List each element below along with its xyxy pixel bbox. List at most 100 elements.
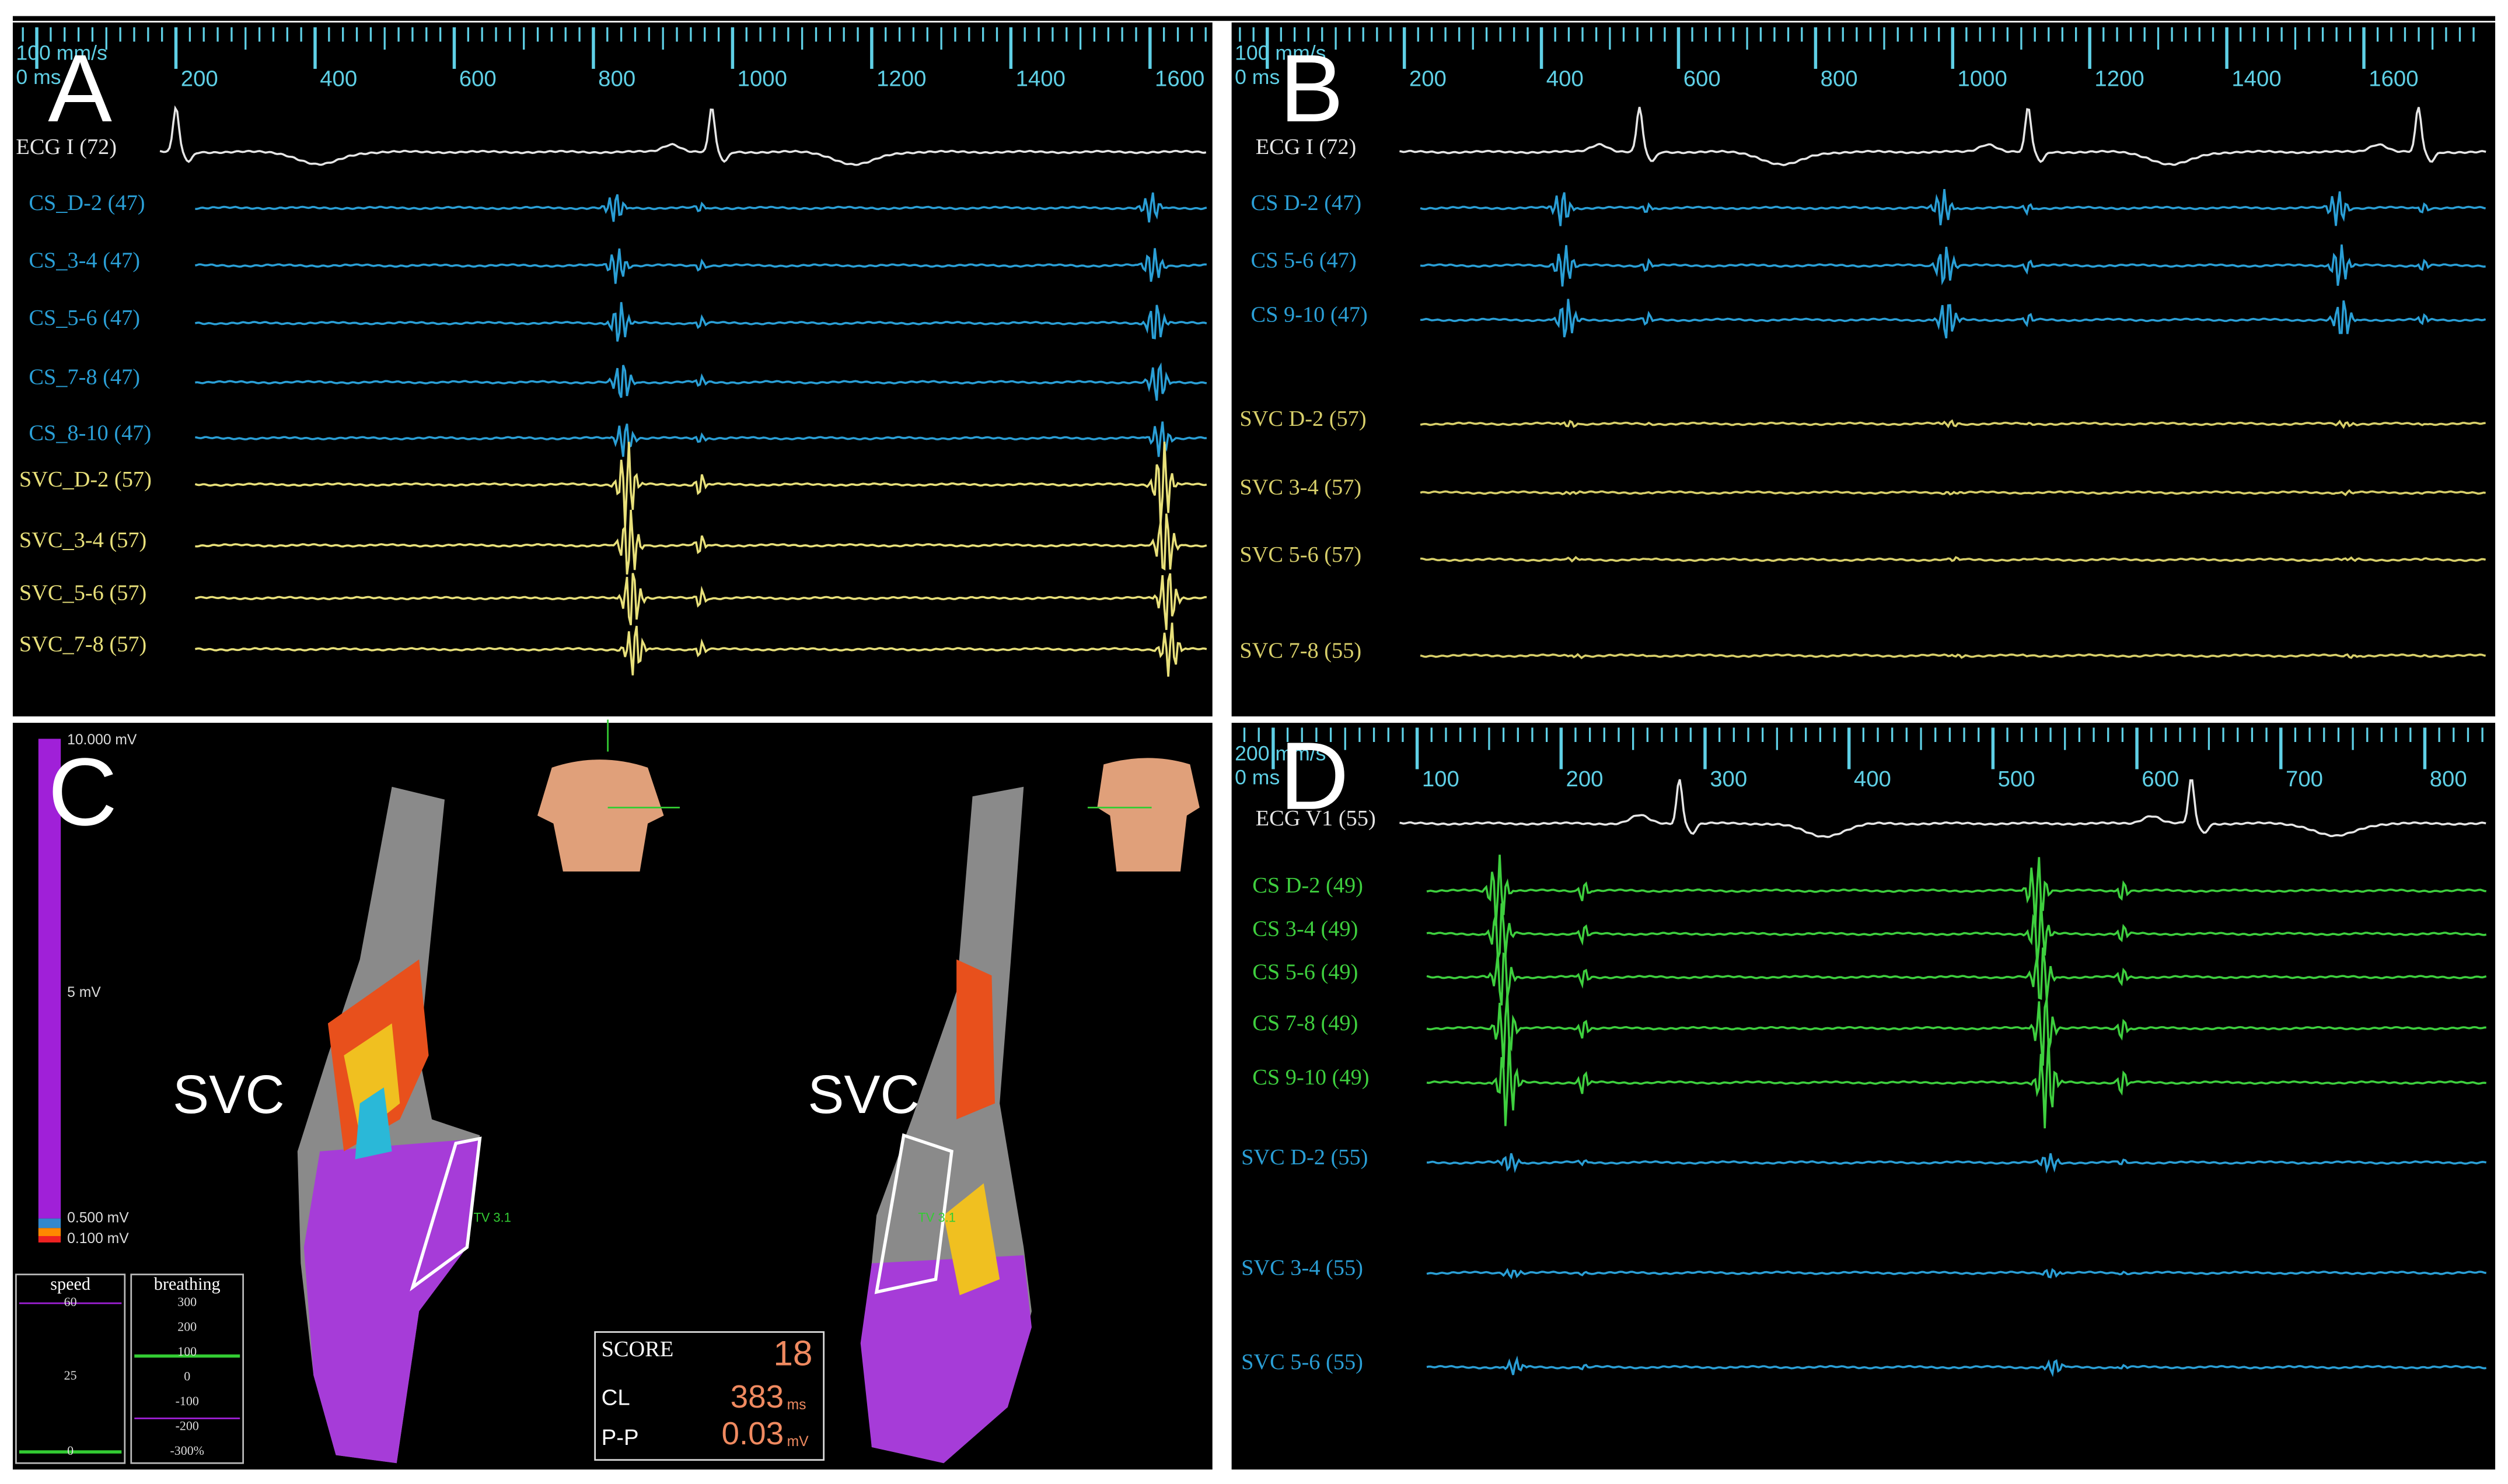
ruler-label: 800 (598, 66, 635, 91)
channel-label: SVC_D-2 (57) (19, 467, 152, 492)
box-tick: -200 (176, 1419, 199, 1433)
channel-label: CS 9-10 (47) (1251, 303, 1368, 327)
channel-label: ECG V1 (55) (1256, 806, 1376, 831)
panel-letter: C (48, 738, 117, 845)
ruler-label: 700 (2286, 766, 2323, 792)
top-bar (12, 16, 2496, 21)
trace (159, 105, 1207, 166)
cl-value: 383 (731, 1378, 784, 1415)
outline (874, 1133, 953, 1294)
cl-unit: ms (787, 1397, 806, 1413)
tv-label: TV 3.1 (473, 1210, 511, 1225)
trace (1420, 653, 2486, 660)
channel-label: CS 7-8 (49) (1252, 1011, 1358, 1035)
colorbar-low (38, 1236, 61, 1242)
region-label: SVC (808, 1064, 920, 1125)
trace (194, 302, 1207, 342)
ruler-label: 400 (320, 66, 357, 91)
speed-box (15, 1273, 126, 1464)
channel-label: SVC D-2 (57) (1239, 407, 1366, 431)
channel-label: CS_5-6 (47) (29, 306, 140, 330)
outline (410, 1136, 482, 1292)
ruler-label: 1600 (2369, 66, 2418, 91)
channel-label: CS 5-6 (49) (1252, 960, 1358, 984)
ruler-label: 500 (1998, 766, 2035, 792)
box-tick: -300% (170, 1443, 204, 1458)
trace (1426, 1037, 2487, 1129)
ruler-label: 200 (1566, 766, 1604, 792)
box-tick: 300 (177, 1294, 197, 1309)
colorbar-label: 0.500 mV (67, 1210, 129, 1226)
trace (1399, 779, 2486, 838)
torso-icon (1097, 758, 1200, 872)
ruler-label: 1400 (1016, 66, 1066, 91)
trace (1426, 993, 2486, 1068)
box-tick: 60 (64, 1294, 77, 1309)
channel-label: CS_D-2 (47) (29, 191, 145, 215)
box-tick: 100 (177, 1344, 197, 1359)
region-label: SVC (173, 1064, 285, 1125)
channel-label: CS_3-4 (47) (29, 248, 140, 272)
trace (194, 248, 1207, 284)
anatomy-patch (944, 1183, 1000, 1296)
torso-icon (537, 760, 664, 872)
ruler-label: 400 (1854, 766, 1891, 792)
trace (1426, 1355, 2487, 1377)
panel-d (1231, 723, 2496, 1470)
ruler-label: 1200 (876, 66, 926, 91)
ruler-label: 800 (1821, 66, 1858, 91)
trace (195, 509, 1207, 575)
trace (1426, 855, 2486, 928)
channel-label: SVC 5-6 (57) (1239, 542, 1361, 567)
breathing-ticks: 300 200 100 0 -100 -200 -300% (170, 1294, 204, 1458)
channel-label: CS D-2 (49) (1252, 873, 1363, 898)
channel-label: SVC_3-4 (57) (19, 528, 146, 552)
trace (1427, 1153, 2487, 1174)
trace (1426, 947, 2487, 1006)
ruler-label: 200 (181, 66, 218, 91)
channel-label: SVC 5-6 (55) (1241, 1350, 1363, 1374)
channel-label: CS 3-4 (49) (1252, 916, 1358, 941)
pp-value: 0.03 (721, 1415, 784, 1451)
channel-label: CS_8-10 (47) (29, 421, 151, 446)
panel-letter: B (1280, 34, 1344, 142)
anatomy-low-voltage (303, 1138, 480, 1464)
origin-label: 0 ms (16, 65, 61, 89)
score-label: SCORE (602, 1337, 674, 1362)
trace (1420, 244, 2486, 287)
colorbar-low (38, 1228, 61, 1236)
channel-label: ECG I (72) (16, 135, 117, 159)
trace (1426, 900, 2487, 965)
panel-a (12, 22, 1213, 717)
origin-label: 0 ms (1235, 765, 1280, 789)
trace (1420, 489, 2486, 496)
trace (1420, 419, 2486, 429)
ruler-label: 400 (1546, 66, 1584, 91)
trace (194, 442, 1207, 527)
trace (1420, 299, 2486, 339)
trace (1420, 188, 2486, 226)
ruler-label: 600 (2142, 766, 2179, 792)
channel-label: SVC 3-4 (55) (1241, 1255, 1363, 1280)
trace (1420, 555, 2486, 563)
channel-label: SVC 3-4 (57) (1239, 475, 1361, 500)
box-title: breathing (154, 1274, 221, 1294)
box-tick: 0 (67, 1443, 74, 1458)
score-value: 18 (773, 1333, 812, 1373)
channel-label: ECG I (72) (1256, 135, 1357, 159)
trace (195, 421, 1207, 457)
channel-label: SVC D-2 (55) (1241, 1145, 1368, 1170)
channel-label: SVC_7-8 (57) (19, 632, 146, 656)
map-panel: C SVC SVC 10.000 mV 5 mV 0.500 mV 0.100 … (15, 719, 1200, 1464)
pp-label: P-P (602, 1425, 639, 1450)
box-title: speed (50, 1274, 90, 1294)
box-tick: 25 (64, 1368, 77, 1382)
box-tick: 200 (177, 1320, 197, 1334)
channel-label: CS_7-8 (47) (29, 365, 140, 390)
box-tick: -100 (176, 1394, 199, 1408)
ruler-label: 100 (1422, 766, 1459, 792)
score-box (594, 1331, 825, 1461)
cl-label: CL (602, 1385, 630, 1410)
